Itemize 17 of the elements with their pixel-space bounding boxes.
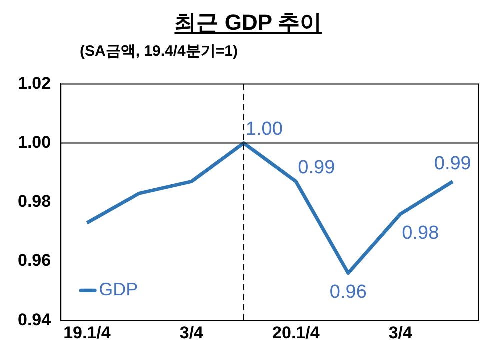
x-tick-label: 3/4 xyxy=(388,323,413,342)
data-label: 0.99 xyxy=(434,153,472,174)
y-tick-label: 0.96 xyxy=(18,251,52,270)
y-tick-label: 0.98 xyxy=(18,192,52,212)
x-tick-label: 3/4 xyxy=(180,323,204,342)
y-tick-label: 1.02 xyxy=(18,74,52,93)
data-label: 0.99 xyxy=(298,157,336,178)
y-tick-label: 1.00 xyxy=(18,132,52,152)
chart-title: 최근 GDP 추이 xyxy=(174,10,322,35)
data-label: 0.96 xyxy=(330,282,367,304)
chart-subtitle: (SA금액, 19.4/4분기=1) xyxy=(79,42,239,62)
x-tick-label: 19.1/4 xyxy=(64,323,112,342)
data-label: 0.98 xyxy=(402,222,440,244)
x-tick-label: 20.1/4 xyxy=(272,323,320,342)
y-tick-label: 0.94 xyxy=(18,310,52,330)
data-label: 1.00 xyxy=(246,119,283,140)
legend-label: GDP xyxy=(99,280,138,300)
